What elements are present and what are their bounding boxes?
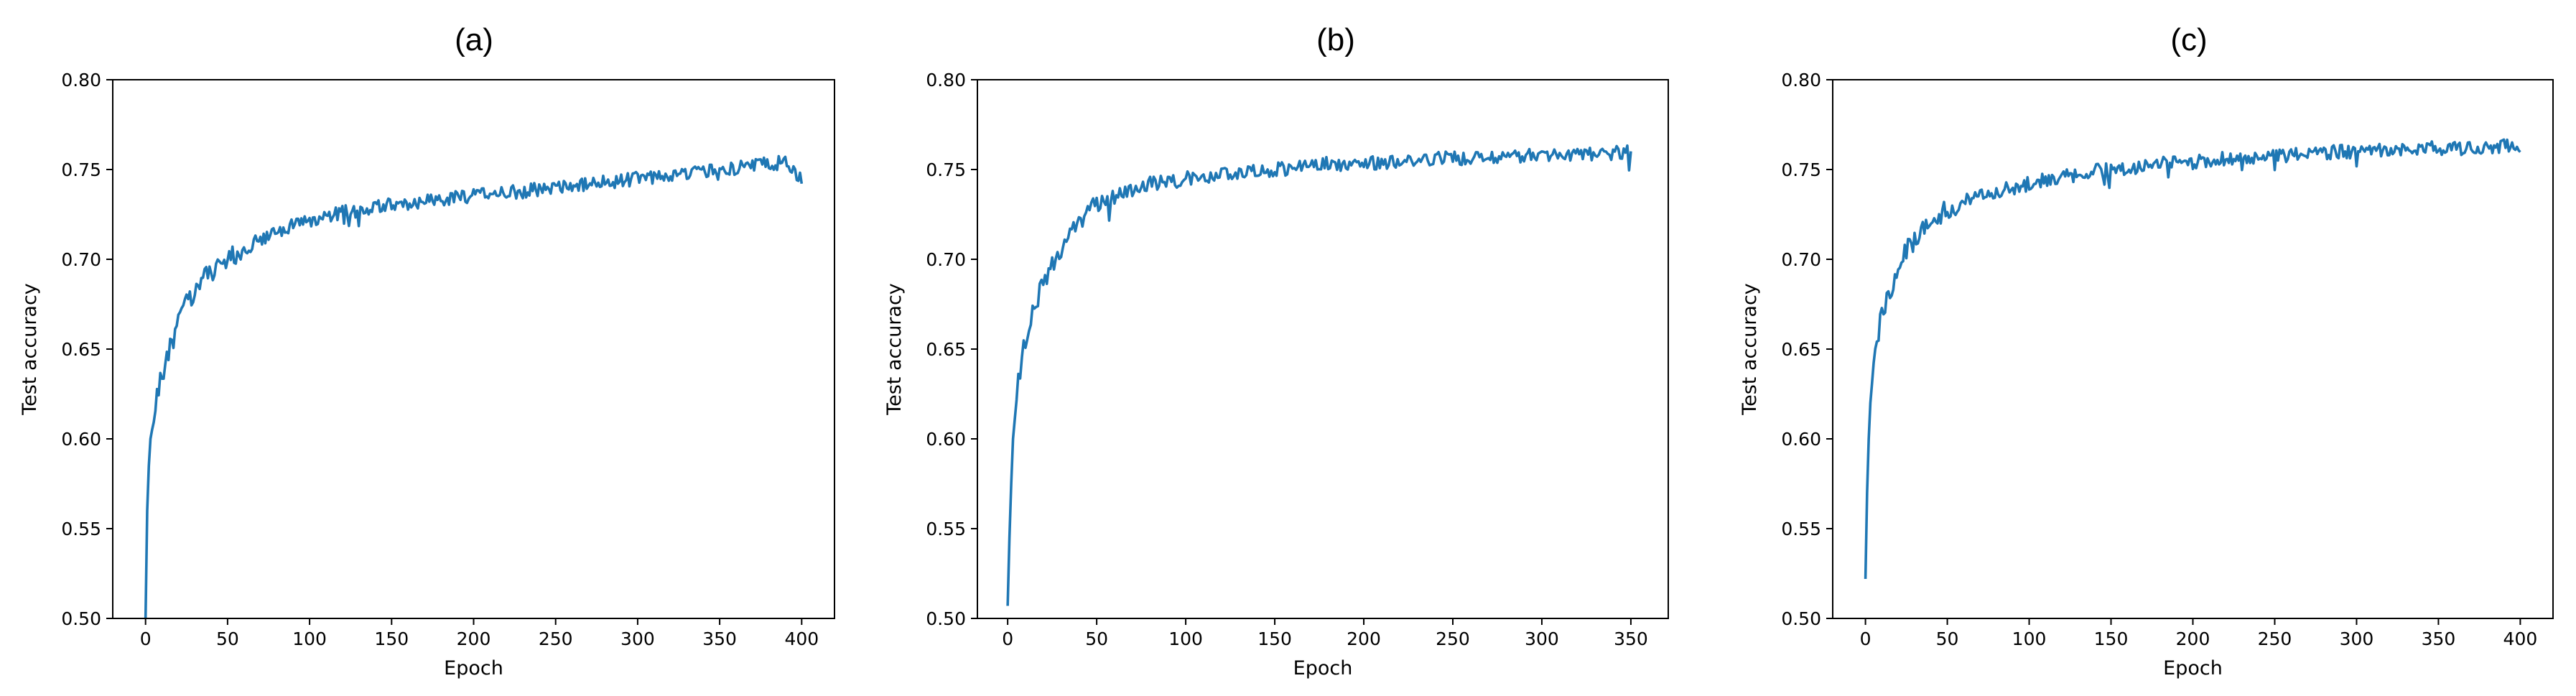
x-tick-label: 100 <box>1168 628 1203 649</box>
y-tick-label: 0.55 <box>1781 519 1821 539</box>
chart-title: (a) <box>455 22 493 57</box>
y-tick-label: 0.70 <box>926 249 966 270</box>
y-tick-label: 0.80 <box>1781 70 1821 91</box>
x-tick-label: 150 <box>2094 628 2129 649</box>
chart-panel-3: (c) 0 50 100 150 200 250 300 350 400 0.50 0.55 0.60 0… <box>1739 22 2554 679</box>
y-tick-label: 0.60 <box>61 429 101 450</box>
y-tick-label: 0.50 <box>926 608 966 629</box>
x-tick-label: 300 <box>1525 628 1559 649</box>
x-tick-label: 350 <box>1614 628 1648 649</box>
y-tick-label: 0.75 <box>1781 159 1821 180</box>
x-tick-label: 250 <box>2258 628 2292 649</box>
x-tick-label: 200 <box>1347 628 1381 649</box>
axes-frame <box>1832 79 2554 619</box>
x-tick-label: 250 <box>539 628 573 649</box>
x-tick-label: 400 <box>784 628 819 649</box>
x-tick-label: 50 <box>1085 628 1108 649</box>
x-tick-label: 150 <box>374 628 409 649</box>
x-tick-label: 200 <box>2176 628 2210 649</box>
x-tick-label: 100 <box>2012 628 2047 649</box>
y-tick-label: 0.70 <box>61 249 101 270</box>
chart-panel-2: (b) 0 50 100 150 200 250 300 350 0.50 0.55 0.60 0.65… <box>883 22 1669 679</box>
y-axis-label: Test accuracy <box>1739 283 1761 416</box>
y-tick-label: 0.80 <box>61 70 101 91</box>
y-tick-label: 0.55 <box>61 519 101 539</box>
x-axis-label: Epoch <box>1293 657 1353 679</box>
y-tick-label: 0.50 <box>61 608 101 629</box>
y-axis-label: Test accuracy <box>19 283 41 416</box>
y-tick-label: 0.65 <box>61 339 101 360</box>
x-tick-label: 200 <box>457 628 491 649</box>
y-tick-label: 0.65 <box>1781 339 1821 360</box>
x-tick-label: 250 <box>1436 628 1470 649</box>
x-tick-label: 300 <box>620 628 655 649</box>
x-tick-label: 0 <box>140 628 152 649</box>
y-tick-label: 0.75 <box>61 159 101 180</box>
y-tick-label: 0.60 <box>1781 429 1821 450</box>
y-tick-label: 0.65 <box>926 339 966 360</box>
y-tick-label: 0.50 <box>1781 608 1821 629</box>
series-line <box>1864 138 2521 580</box>
y-tick-label: 0.75 <box>926 159 966 180</box>
y-axis-label: Test accuracy <box>883 283 906 416</box>
y-tick-label: 0.80 <box>926 70 966 91</box>
chart-title: (c) <box>2170 22 2207 57</box>
x-tick-label: 50 <box>216 628 239 649</box>
x-tick-label: 150 <box>1257 628 1292 649</box>
x-tick-label: 300 <box>2340 628 2374 649</box>
x-tick-label: 350 <box>702 628 737 649</box>
y-tick-label: 0.60 <box>926 429 966 450</box>
chart-panel-1: (a) 0 50 100 150 200 250 300 350 400 0.50 0.55 0.60 0… <box>19 22 835 679</box>
x-tick-label: 0 <box>1860 628 1871 649</box>
series-line <box>1006 144 1632 606</box>
axes-frame <box>112 79 835 619</box>
y-tick-label: 0.55 <box>926 519 966 539</box>
x-tick-label: 100 <box>292 628 327 649</box>
chart-title: (b) <box>1316 22 1355 57</box>
x-axis-label: Epoch <box>444 657 503 679</box>
x-tick-label: 350 <box>2422 628 2456 649</box>
x-tick-label: 0 <box>1002 628 1013 649</box>
y-tick-label: 0.70 <box>1781 249 1821 270</box>
series-line <box>144 154 804 618</box>
x-axis-label: Epoch <box>2163 657 2223 679</box>
x-tick-label: 400 <box>2503 628 2538 649</box>
x-tick-label: 50 <box>1936 628 1959 649</box>
